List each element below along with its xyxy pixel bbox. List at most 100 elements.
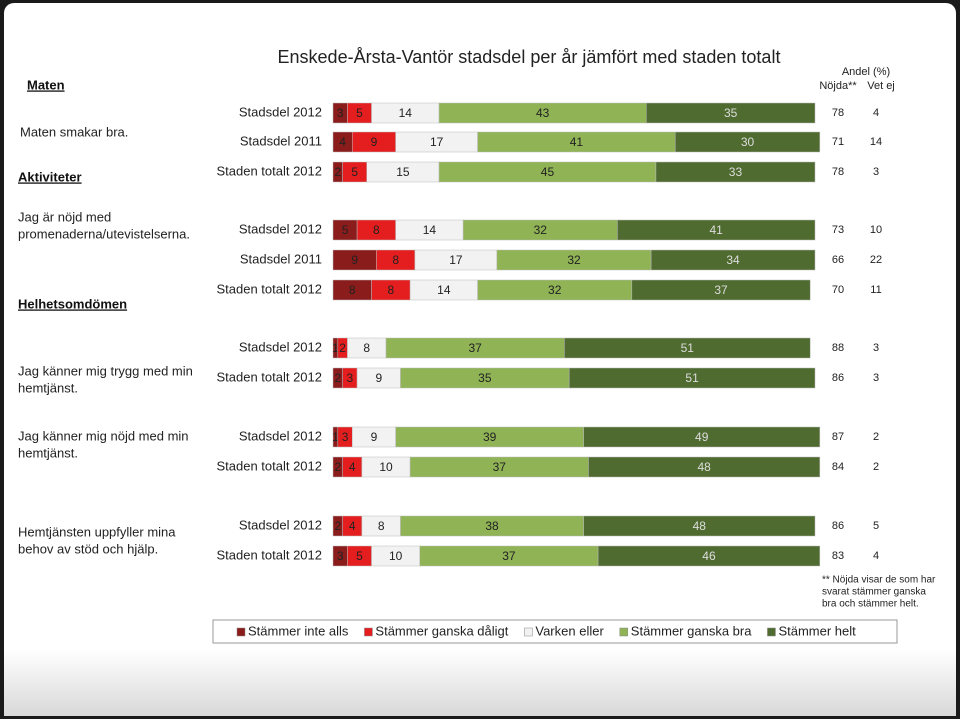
value-label: 14 <box>423 223 437 237</box>
value-label: 37 <box>714 283 728 297</box>
value-label: 9 <box>375 371 382 385</box>
legend <box>212 619 898 644</box>
nojda-value: 86 <box>832 372 844 384</box>
vet-ej-value: 3 <box>873 342 879 354</box>
value-label: 9 <box>371 430 378 444</box>
bar-segment <box>597 545 821 567</box>
value-label: 3 <box>347 371 354 385</box>
nojda-value: 83 <box>832 550 844 562</box>
vet-ej-value: 14 <box>870 136 882 148</box>
nojda-value: 86 <box>832 520 844 532</box>
legend-swatch <box>767 627 776 637</box>
legend-swatch <box>619 627 629 637</box>
value-label: 3 <box>337 549 344 563</box>
question-label: hemtjänst. <box>18 445 78 460</box>
nojda-value: 88 <box>832 342 844 354</box>
value-label: 38 <box>485 519 499 533</box>
row-label: Staden totalt 2012 <box>216 547 322 562</box>
legend-label: Stämmer ganska dåligt <box>375 623 508 638</box>
legend-label: Stämmer ganska bra <box>631 623 752 638</box>
bar-segment <box>588 456 821 478</box>
question-label: Maten smakar bra. <box>20 124 128 139</box>
legend-swatch <box>524 627 533 637</box>
row-label: Stadsdel 2012 <box>239 517 322 532</box>
value-label: 33 <box>729 165 743 179</box>
value-label: 3 <box>337 106 344 120</box>
bar-segment <box>655 161 816 183</box>
row-label: Staden totalt 2012 <box>216 163 322 178</box>
value-label: 35 <box>478 371 492 385</box>
question-label: hemtjänst. <box>18 380 78 395</box>
value-label: 10 <box>389 549 403 563</box>
value-label: 8 <box>387 283 394 297</box>
value-label: 8 <box>373 223 380 237</box>
value-label: 37 <box>493 460 507 474</box>
bar-segment <box>583 426 821 448</box>
bar-segment <box>646 102 816 124</box>
bar-segment <box>617 219 816 241</box>
value-label: 10 <box>379 460 393 474</box>
row-label: Stadsdel 2012 <box>239 221 322 236</box>
nojda-value: 70 <box>832 284 844 296</box>
value-label: 2 <box>334 519 341 533</box>
chart-title: Enskede-Årsta-Vantör stadsdel per år jäm… <box>278 47 781 67</box>
value-label: 2 <box>334 460 341 474</box>
nojda-value: 78 <box>832 107 844 119</box>
question-label: Hemtjänsten uppfyller mina <box>18 524 176 539</box>
value-label: 45 <box>541 165 555 179</box>
value-label: 14 <box>399 106 413 120</box>
value-label: 35 <box>724 106 738 120</box>
value-label: 4 <box>349 460 356 474</box>
value-label: 46 <box>702 549 716 563</box>
nojda-value: 66 <box>832 254 844 266</box>
legend-label: Varken eller <box>535 623 604 638</box>
column-header: Vet ej <box>867 80 895 92</box>
column-header: Andel (%) <box>842 66 890 78</box>
vet-ej-value: 2 <box>873 431 879 443</box>
vet-ej-value: 11 <box>870 284 881 296</box>
vet-ej-value: 3 <box>873 166 879 178</box>
vet-ej-value: 4 <box>873 107 879 119</box>
value-label: 41 <box>570 135 584 149</box>
footer-strip <box>4 650 956 716</box>
row-label: Staden totalt 2012 <box>216 458 322 473</box>
bar-segment <box>674 131 821 153</box>
row-label: Stadsdel 2012 <box>239 428 322 443</box>
bar-segment <box>583 515 816 537</box>
nojda-value: 84 <box>832 461 844 473</box>
value-label: 2 <box>334 371 341 385</box>
row-label: Staden totalt 2012 <box>216 281 322 296</box>
vet-ej-value: 4 <box>873 550 879 562</box>
question-label: Jag känner mig trygg med min <box>18 363 193 378</box>
question-label: Jag är nöjd med <box>18 209 111 224</box>
value-label: 4 <box>339 135 346 149</box>
value-label: 37 <box>502 549 516 563</box>
footnote: ** Nöjda visar de som har <box>822 575 936 586</box>
value-label: 4 <box>349 519 356 533</box>
vet-ej-value: 2 <box>873 461 879 473</box>
value-label: 39 <box>483 430 497 444</box>
row-label: Stadsdel 2012 <box>239 339 322 354</box>
value-label: 34 <box>726 253 740 267</box>
value-label: 51 <box>681 341 695 355</box>
value-label: 41 <box>710 223 724 237</box>
legend-swatch <box>364 627 373 637</box>
value-label: 49 <box>695 430 709 444</box>
value-label: 17 <box>430 135 444 149</box>
column-header: Nöjda** <box>819 80 857 92</box>
value-label: 9 <box>351 253 358 267</box>
legend-label: Stämmer inte alls <box>248 623 349 638</box>
question-label: Jag känner mig nöjd med min <box>18 428 189 443</box>
vet-ej-value: 22 <box>870 254 882 266</box>
value-label: 5 <box>356 549 363 563</box>
footnote: bra och stämmer helt. <box>822 599 919 610</box>
value-label: 5 <box>342 223 349 237</box>
footnote: svarat stämmer ganska <box>822 587 926 598</box>
row-label: Staden totalt 2012 <box>216 369 322 384</box>
value-label: 51 <box>685 371 699 385</box>
value-label: 2 <box>334 165 341 179</box>
value-label: 8 <box>349 283 356 297</box>
value-label: 1 <box>332 341 339 355</box>
value-label: 48 <box>697 460 711 474</box>
